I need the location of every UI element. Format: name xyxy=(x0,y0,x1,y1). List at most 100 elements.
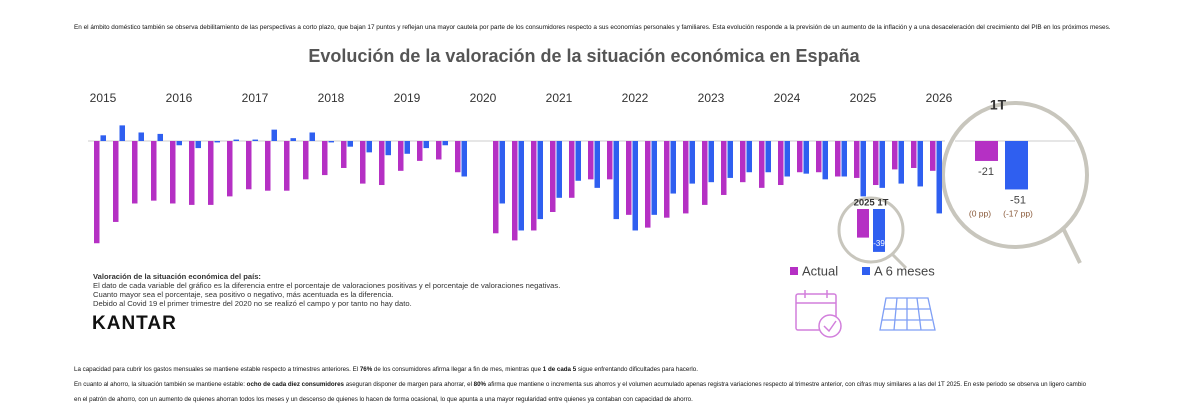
bar xyxy=(442,141,448,146)
bar xyxy=(575,141,581,181)
bar xyxy=(265,141,271,191)
bar xyxy=(214,141,220,143)
bar xyxy=(797,141,803,173)
magnifier-small xyxy=(837,196,905,264)
bar xyxy=(594,141,600,188)
bar xyxy=(702,141,708,205)
zoom-change-label: (0 pp) xyxy=(969,208,991,218)
bar xyxy=(857,209,869,238)
bar xyxy=(854,141,860,178)
bar xyxy=(100,135,106,141)
bar xyxy=(746,141,752,173)
bar xyxy=(227,141,233,197)
bar xyxy=(613,141,619,220)
x-tick-label: 2024 xyxy=(774,91,801,105)
bar xyxy=(461,141,467,177)
notes-title: Valoración de la situación económica del… xyxy=(93,272,261,281)
legend-swatch xyxy=(790,267,798,275)
notes-line: Debido al Covid 19 el primer trimestre d… xyxy=(93,299,412,308)
bar xyxy=(569,141,575,198)
footer-text: 76% xyxy=(359,366,373,373)
x-tick-label: 2023 xyxy=(698,91,725,105)
bar xyxy=(670,141,676,194)
bar xyxy=(537,141,543,220)
bar xyxy=(607,141,613,180)
bar xyxy=(493,141,499,234)
chart-title: Evolución de la valoración de la situaci… xyxy=(308,46,860,66)
bar xyxy=(721,141,727,195)
bar xyxy=(284,141,290,191)
bar xyxy=(360,141,366,184)
bar xyxy=(873,141,879,186)
bar xyxy=(879,141,885,188)
solar-panel-icon xyxy=(879,297,936,331)
logo: KANTAR xyxy=(92,313,177,334)
x-tick-label: 2015 xyxy=(90,91,117,105)
footer-text: afirma que mantiene o incrementa sus aho… xyxy=(74,381,1087,403)
bar xyxy=(765,141,771,173)
bar xyxy=(645,141,651,228)
footer-text: sigue enfrentando dificultades para hace… xyxy=(576,366,698,373)
bar xyxy=(917,141,923,187)
bar xyxy=(499,141,505,204)
bar xyxy=(271,129,277,141)
zoom-value-label: -39 xyxy=(873,239,885,248)
legend-label: Actual xyxy=(802,263,838,278)
bar xyxy=(309,132,315,141)
bar xyxy=(404,141,410,154)
calendar-icon xyxy=(795,290,842,338)
x-tick-label: 2020 xyxy=(470,91,497,105)
bar xyxy=(94,141,100,244)
bar xyxy=(455,141,461,173)
bar xyxy=(322,141,328,176)
bar xyxy=(911,141,917,168)
bar xyxy=(689,141,695,184)
bar xyxy=(113,141,119,222)
footer-text: aseguran disponer de margen para ahorrar… xyxy=(343,381,474,388)
bar xyxy=(512,141,518,241)
footer-text: 1 de cada 5 xyxy=(542,366,577,373)
bar xyxy=(385,141,391,156)
x-tick-label: 2026 xyxy=(926,91,953,105)
bar xyxy=(860,141,866,197)
bar xyxy=(290,138,296,141)
bar xyxy=(208,141,214,205)
zoom-value-label: -26 xyxy=(857,239,869,248)
footer: La capacidad para cubrir los gastos mens… xyxy=(74,362,1094,407)
bar xyxy=(588,141,594,180)
bar xyxy=(531,141,537,231)
bar xyxy=(632,141,638,231)
bar xyxy=(233,139,239,141)
bar xyxy=(873,209,885,252)
legend-label: A 6 meses xyxy=(874,263,935,278)
bar xyxy=(398,141,404,171)
x-tick-label: 2025 xyxy=(850,91,877,105)
bar xyxy=(195,141,201,149)
bar xyxy=(803,141,809,174)
bar xyxy=(341,141,347,168)
bar xyxy=(841,141,847,177)
bar xyxy=(518,141,524,231)
bar xyxy=(740,141,746,183)
x-tick-label: 2022 xyxy=(622,91,649,105)
footer-text: 80% xyxy=(473,381,487,388)
footer-text: ocho de cada diez consumidores xyxy=(246,381,344,388)
bar xyxy=(246,141,252,190)
bar xyxy=(379,141,385,186)
zoom-value-label: -51 xyxy=(1010,194,1026,206)
bar xyxy=(423,141,429,149)
x-tick-label: 2017 xyxy=(242,91,269,105)
bar xyxy=(176,141,182,146)
bar xyxy=(170,141,176,204)
bar xyxy=(708,141,714,183)
bar xyxy=(822,141,828,180)
bar xyxy=(252,139,258,141)
footer-text: La capacidad para cubrir los gastos mens… xyxy=(74,366,360,373)
bar xyxy=(550,141,556,212)
bar xyxy=(189,141,195,205)
bar xyxy=(1005,141,1028,190)
magnifier xyxy=(941,101,1089,249)
bar xyxy=(157,133,163,141)
x-tick-label: 2021 xyxy=(546,91,573,105)
